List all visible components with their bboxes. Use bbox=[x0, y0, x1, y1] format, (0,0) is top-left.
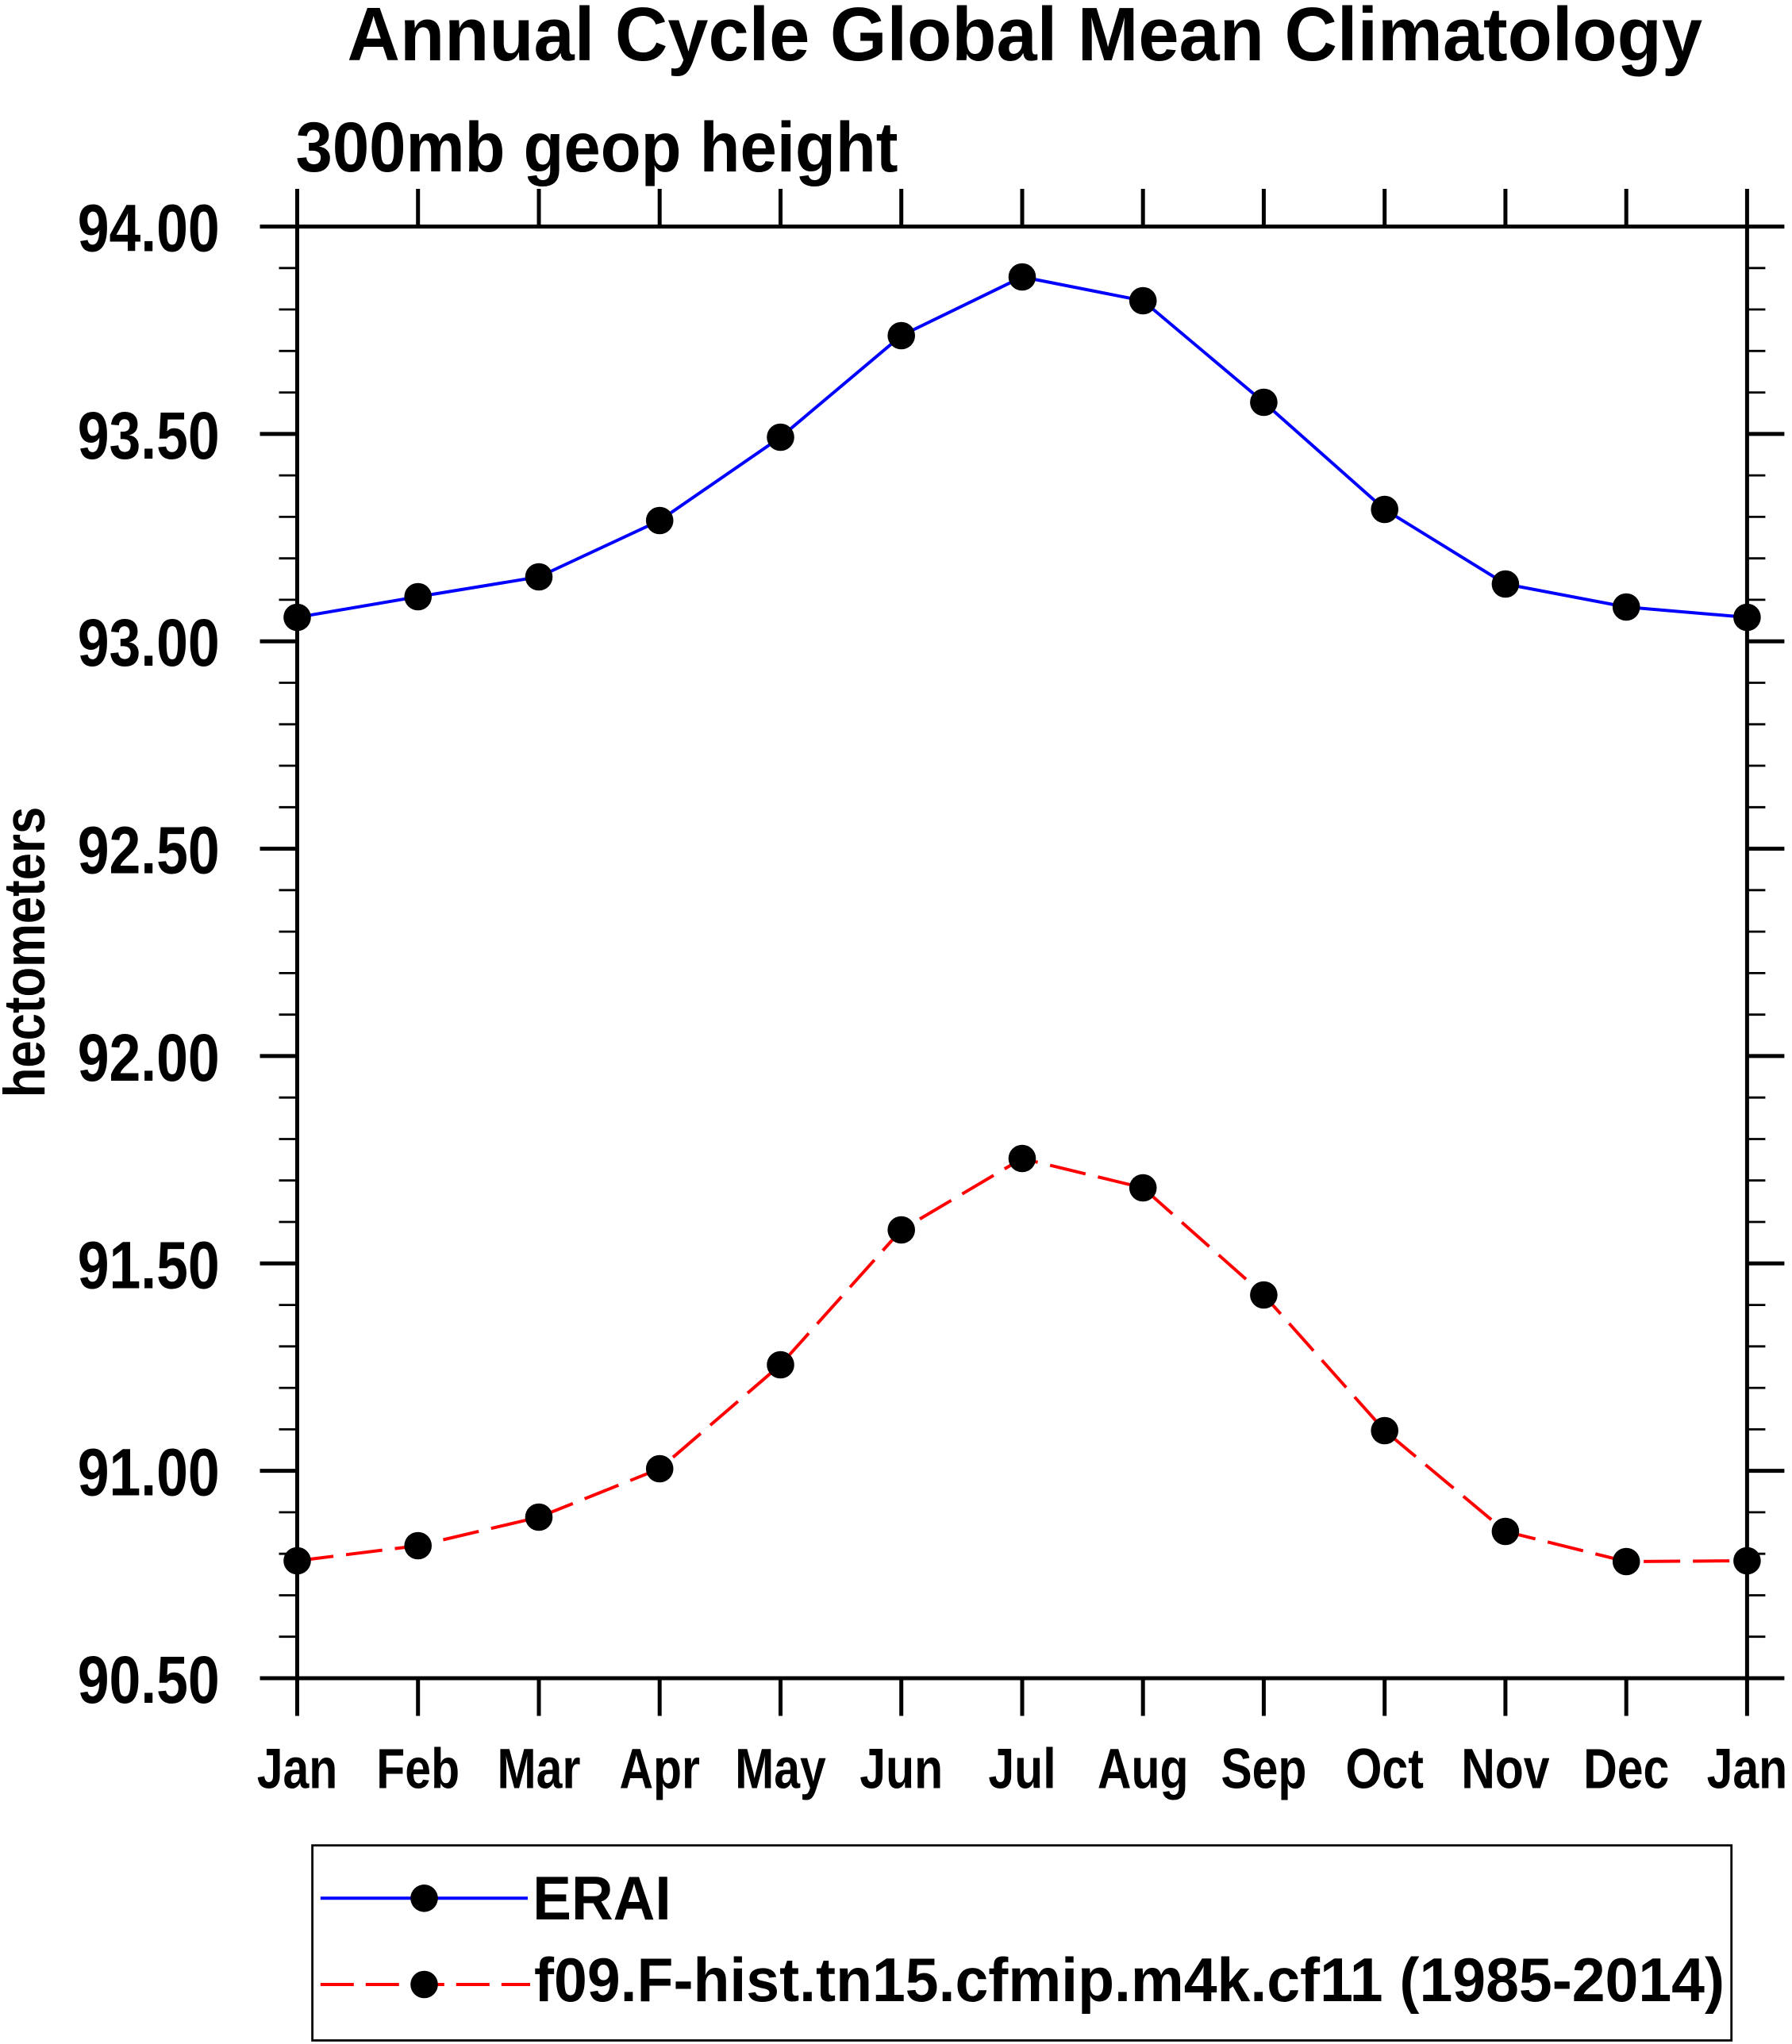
svg-text:92.50: 92.50 bbox=[78, 813, 220, 888]
svg-text:May: May bbox=[735, 1739, 826, 1801]
svg-text:91.50: 91.50 bbox=[78, 1228, 220, 1302]
svg-text:Apr: Apr bbox=[619, 1739, 700, 1801]
svg-text:Sep: Sep bbox=[1221, 1739, 1306, 1801]
svg-text:Jan: Jan bbox=[257, 1739, 338, 1801]
svg-text:Mar: Mar bbox=[498, 1739, 581, 1801]
svg-text:Feb: Feb bbox=[376, 1739, 460, 1801]
svg-text:Dec: Dec bbox=[1583, 1739, 1669, 1801]
svg-text:90.50: 90.50 bbox=[78, 1642, 220, 1717]
svg-text:hectometers: hectometers bbox=[0, 807, 57, 1098]
svg-text:Aug: Aug bbox=[1098, 1739, 1189, 1801]
svg-text:Jul: Jul bbox=[988, 1739, 1056, 1801]
svg-text:Nov: Nov bbox=[1461, 1739, 1550, 1801]
svg-text:Jun: Jun bbox=[859, 1739, 943, 1801]
svg-text:Annual Cycle Global Mean Clima: Annual Cycle Global Mean Climatology bbox=[348, 0, 1703, 77]
svg-text:93.00: 93.00 bbox=[78, 605, 220, 680]
svg-text:f09.F-hist.tn15.cfmip.m4k.cf11: f09.F-hist.tn15.cfmip.m4k.cf11 (1985-201… bbox=[534, 1945, 1725, 2015]
svg-text:94.00: 94.00 bbox=[78, 191, 220, 266]
svg-text:300mb geop height: 300mb geop height bbox=[296, 107, 898, 186]
svg-text:91.00: 91.00 bbox=[78, 1435, 220, 1510]
svg-text:Oct: Oct bbox=[1346, 1739, 1424, 1801]
svg-text:Jan: Jan bbox=[1707, 1739, 1788, 1801]
svg-text:93.50: 93.50 bbox=[78, 398, 220, 473]
svg-text:ERAI: ERAI bbox=[533, 1863, 671, 1933]
svg-text:92.00: 92.00 bbox=[78, 1020, 220, 1095]
